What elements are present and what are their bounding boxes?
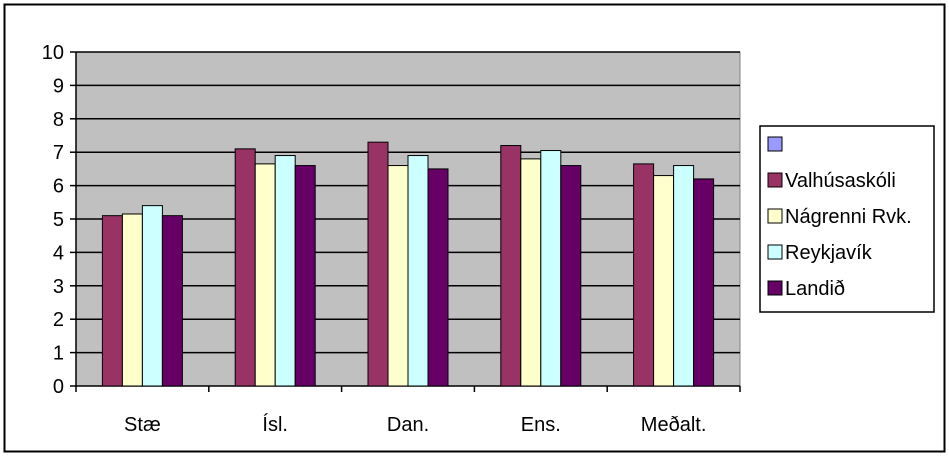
bar (274, 155, 296, 387)
x-tick-label: Ísl. (262, 413, 288, 436)
bar (101, 215, 123, 387)
legend-swatch (767, 136, 783, 152)
bar (234, 148, 256, 387)
plot-area: 0 1 2 3 4 5 6 7 8 9 10 Stæ Ísl. Dan. Ens. Meðalt. (42, 42, 741, 436)
bar (540, 150, 562, 387)
legend-swatch (767, 244, 783, 260)
y-tick-label: 7 (53, 142, 64, 164)
y-tick-label: 2 (53, 309, 64, 331)
bar (161, 215, 183, 387)
legend-label: Landið (785, 278, 845, 300)
bar (673, 165, 695, 387)
y-tick-label: 4 (53, 242, 64, 264)
legend: Valhúsaskóli Nágrenni Rvk. Reykjavík Landið (759, 125, 935, 313)
x-tick-label: Meðalt. (641, 414, 707, 436)
y-tick-label: 1 (53, 343, 64, 365)
y-tick-label: 0 (53, 376, 64, 398)
legend-box (759, 125, 935, 313)
x-tick-label: Dan. (387, 414, 429, 436)
legend-swatch (767, 208, 783, 224)
bar (407, 155, 429, 387)
bar (254, 163, 276, 387)
legend-label: Nágrenni Rvk. (785, 206, 912, 228)
y-tick-label: 8 (53, 109, 64, 131)
legend-swatch (767, 172, 783, 188)
y-tick-label: 10 (42, 42, 64, 64)
bar (693, 178, 715, 387)
y-tick-label: 3 (53, 276, 64, 298)
bar (427, 168, 449, 387)
bar (560, 165, 582, 387)
legend-label: Reykjavík (785, 242, 873, 264)
y-tick-label: 6 (53, 176, 64, 198)
y-tick-label: 9 (53, 75, 64, 97)
bar (367, 141, 389, 387)
bar (633, 163, 655, 387)
legend-swatch (767, 280, 783, 296)
legend-label: Valhúsaskóli (785, 170, 896, 192)
x-tick-label: Ens. (521, 414, 561, 436)
x-tick-label: Stæ (124, 414, 161, 436)
bar (500, 145, 522, 387)
bar (294, 165, 316, 387)
bar (121, 213, 143, 387)
bar (387, 165, 409, 387)
bar (653, 175, 675, 387)
bar (520, 158, 542, 387)
y-tick-label: 5 (53, 209, 64, 231)
bar (141, 205, 163, 387)
